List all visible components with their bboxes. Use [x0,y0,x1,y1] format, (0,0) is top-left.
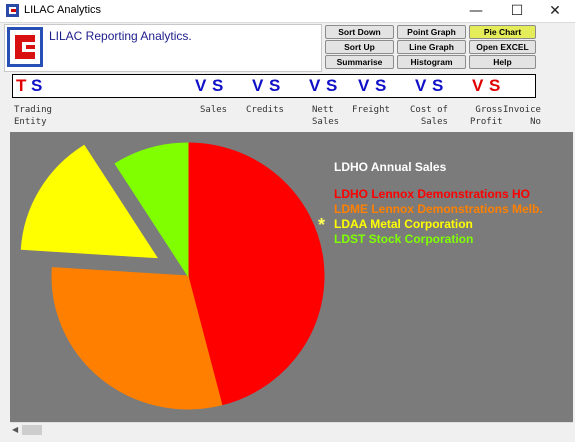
sort-letter[interactable]: V [309,76,322,95]
col-sales: Sales [200,105,228,115]
legend-item-ldme: LDME Lennox Demonstrations Melb. [334,202,543,216]
scroll-left-icon[interactable]: ◀ [12,425,19,434]
sort-letter[interactable]: T [16,76,28,95]
sort-up-button[interactable]: Sort Up [325,40,394,54]
legend-item-ldho: LDHO Lennox Demonstrations HO [334,187,531,201]
sort-letter[interactable]: S [375,76,388,95]
col-invoice-no: Invoice No [503,105,541,127]
sort-letter[interactable]: S [489,76,502,95]
sort-letter[interactable]: V [252,76,265,95]
scroll-thumb[interactable] [22,425,42,435]
sort-letter[interactable]: V [472,76,485,95]
line-graph-button[interactable]: Line Graph [397,40,466,54]
open-excel-button[interactable]: Open EXCEL [469,40,536,54]
help-button[interactable]: Help [469,55,536,69]
close-button[interactable]: ✕ [549,3,561,19]
app-header: LILAC Reporting Analytics. [4,24,322,72]
point-graph-button[interactable]: Point Graph [397,25,466,39]
lilac-logo-icon [7,27,43,67]
pie-slice-ldaa [20,144,158,259]
legend-item-ldaa: LDAA Metal Corporation [334,217,473,231]
col-credits: Credits [246,105,284,115]
sort-letter[interactable]: V [358,76,371,95]
legend-item-ldst: LDST Stock Corporation [334,232,474,246]
chart-area: LDHO Annual Sales LDHO Lennox Demonstrat… [10,132,573,422]
col-cost-of-sales: Cost of Sales [410,105,448,127]
pie-chart-button[interactable]: Pie Chart [469,25,536,39]
horizontal-scrollbar[interactable]: ◀ [10,422,573,437]
sort-letter[interactable]: S [269,76,282,95]
sort-letter[interactable]: S [432,76,445,95]
sort-letter[interactable]: V [415,76,428,95]
col-nett-sales: Nett Sales [312,105,340,127]
sort-down-button[interactable]: Sort Down [325,25,394,39]
sort-letter[interactable]: S [326,76,339,95]
pie-chart [20,142,325,410]
chart-title: LDHO Annual Sales [334,160,447,174]
histogram-button[interactable]: Histogram [397,55,466,69]
col-freight: Freight [352,105,390,115]
maximize-button[interactable]: ☐ [510,3,524,19]
app-name: LILAC Reporting Analytics. [49,29,192,43]
column-sort-bar: T S V S V S V S V S V S V S [12,74,536,98]
window-title: LILAC Analytics [24,4,102,16]
title-bar: LILAC Analytics — ☐ ✕ [0,0,575,23]
pie-slice-ldst [114,142,189,278]
col-gross-profit: Gross Profit [470,105,503,127]
app-icon [6,4,19,17]
summarise-button[interactable]: Summarise [325,55,394,69]
sort-letter[interactable]: S [31,76,44,95]
pie-slice-ldho [187,142,325,406]
sort-letter[interactable]: S [212,76,225,95]
selected-marker: * [318,215,326,235]
col-trading-entity: Trading Entity [14,105,52,127]
pie-slice-ldme [51,267,223,410]
minimize-button[interactable]: — [469,3,483,19]
sort-letter[interactable]: V [195,76,208,95]
